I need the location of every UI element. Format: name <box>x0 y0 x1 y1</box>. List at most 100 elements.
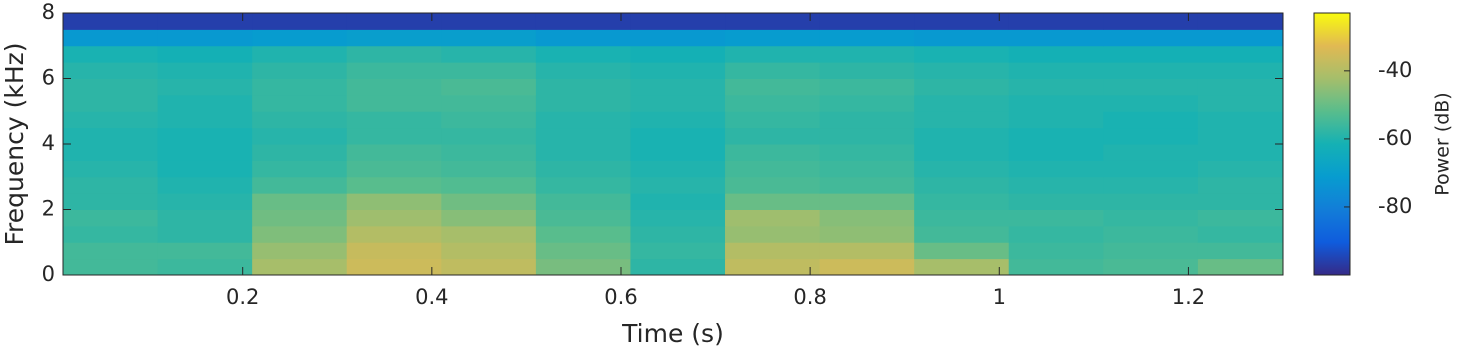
cell <box>441 29 537 47</box>
cell <box>157 176 253 194</box>
cell <box>819 176 915 194</box>
cell <box>630 258 726 276</box>
cell <box>157 193 253 210</box>
y-axis-label: Frequency (kHz) <box>0 42 29 245</box>
cell <box>157 209 253 227</box>
cell <box>63 225 159 243</box>
cell <box>914 29 1010 47</box>
cell <box>914 160 1010 178</box>
y-tick-label: 0 <box>42 262 55 286</box>
cell <box>252 94 348 112</box>
cell <box>157 94 253 112</box>
cell <box>1103 13 1199 30</box>
cell <box>630 45 726 63</box>
cell <box>1103 94 1199 112</box>
cell <box>535 78 631 96</box>
cell <box>346 127 442 145</box>
cell <box>914 176 1010 194</box>
cell <box>535 242 631 260</box>
cell <box>252 176 348 194</box>
cell <box>252 29 348 47</box>
cell <box>252 78 348 96</box>
cell <box>819 225 915 243</box>
cell <box>630 94 726 112</box>
colorbar-tick-label: -80 <box>1378 194 1412 218</box>
cell <box>819 78 915 96</box>
cell <box>441 45 537 63</box>
cell <box>725 258 821 276</box>
cell <box>1008 258 1104 276</box>
cell <box>346 209 442 227</box>
cell <box>819 62 915 79</box>
cell <box>1103 193 1199 210</box>
cell <box>1008 62 1104 79</box>
cell <box>63 29 159 47</box>
cell <box>819 160 915 178</box>
x-tick-label: 1.2 <box>1172 285 1205 309</box>
y-tick-label: 2 <box>42 197 55 221</box>
cell <box>819 29 915 47</box>
cell <box>1197 45 1284 63</box>
cell <box>346 225 442 243</box>
cell <box>914 13 1010 30</box>
cell <box>725 160 821 178</box>
cell <box>535 62 631 79</box>
cell <box>914 258 1010 276</box>
cell <box>441 111 537 129</box>
cell <box>1008 176 1104 194</box>
cell <box>819 193 915 210</box>
cell <box>1103 29 1199 47</box>
cell <box>1008 144 1104 161</box>
colorbar-tick-label: -60 <box>1378 126 1412 150</box>
cell <box>1197 242 1284 260</box>
cell <box>252 127 348 145</box>
cell <box>535 111 631 129</box>
cell <box>157 242 253 260</box>
cell <box>914 94 1010 112</box>
cell <box>630 29 726 47</box>
cell <box>1197 193 1284 210</box>
cell <box>819 258 915 276</box>
cell <box>1008 209 1104 227</box>
cell <box>819 242 915 260</box>
cell <box>630 176 726 194</box>
cell <box>630 62 726 79</box>
cell <box>1197 144 1284 161</box>
cell <box>63 193 159 210</box>
cell <box>346 193 442 210</box>
cell <box>1008 29 1104 47</box>
cell <box>1008 127 1104 145</box>
cell <box>63 144 159 161</box>
x-tick-label: 0.8 <box>793 285 826 309</box>
cell <box>630 127 726 145</box>
cell <box>535 225 631 243</box>
cell <box>63 13 159 30</box>
x-tick-label: 0.4 <box>415 285 448 309</box>
cell <box>1103 45 1199 63</box>
y-tick-label: 6 <box>42 66 55 90</box>
cell <box>914 209 1010 227</box>
cell <box>630 13 726 30</box>
cell <box>157 78 253 96</box>
cell <box>346 45 442 63</box>
cell <box>252 45 348 63</box>
cell <box>346 258 442 276</box>
cell <box>914 111 1010 129</box>
cell <box>725 111 821 129</box>
cell <box>157 45 253 63</box>
cell <box>252 160 348 178</box>
y-tick-label: 4 <box>42 131 55 155</box>
cell <box>1008 111 1104 129</box>
cell <box>1008 78 1104 96</box>
cell <box>1197 29 1284 47</box>
cell <box>819 111 915 129</box>
cell <box>441 94 537 112</box>
cell <box>1197 62 1284 79</box>
colorbar-tick-label: -40 <box>1378 58 1412 82</box>
cell <box>157 62 253 79</box>
cell <box>157 13 253 30</box>
cell <box>346 13 442 30</box>
cell <box>346 78 442 96</box>
cell <box>535 94 631 112</box>
